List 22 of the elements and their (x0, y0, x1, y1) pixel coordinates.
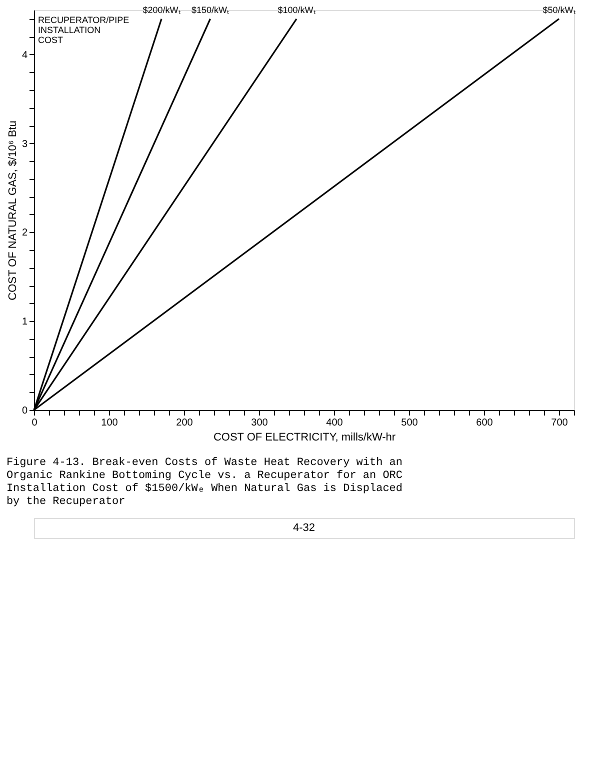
series-label: $200/kWₜ (142, 4, 180, 15)
y-tick-label: 2 (22, 228, 28, 239)
text: Figure 4-13. Break-even Costs of Waste Heat Recovery with an Organic Rankine Bottoming Cycle vs. a Recuperator for an ORC Installation Cost of $1500/kWₑ When Natural Gas is Displaced by the Recuperator (6, 457, 403, 508)
x-tick-label: 700 (551, 418, 568, 428)
x-tick-label: 600 (476, 418, 494, 428)
x-tick-label: 300 (251, 418, 268, 428)
y-tick-label: 0 (22, 406, 28, 416)
x-tick-label: 200 (176, 418, 194, 428)
text: 4-32 (292, 522, 316, 534)
x-tick-label: 400 (326, 418, 344, 428)
series-label: $100/kWₜ (278, 4, 316, 15)
legend-title: RECUPERATOR/PIPE INSTALLATION COST (38, 15, 130, 45)
x-axis-title: COST OF ELECTRICITY, mills/kW-hr (213, 432, 396, 444)
x-tick-label: 100 (101, 418, 118, 428)
y-axis-title: COST OF NATURAL GAS, $/10⁶ Btu (6, 120, 19, 300)
series-label: $150/kWₜ (191, 4, 230, 15)
y-tick-label: 4 (22, 50, 28, 61)
series-label: $50/kWₜ (542, 4, 576, 15)
y-tick-label: 3 (22, 138, 28, 150)
x-tick-label: 500 (401, 418, 418, 428)
x-tick-label: 0 (32, 418, 38, 428)
y-tick-label: 1 (22, 316, 28, 328)
